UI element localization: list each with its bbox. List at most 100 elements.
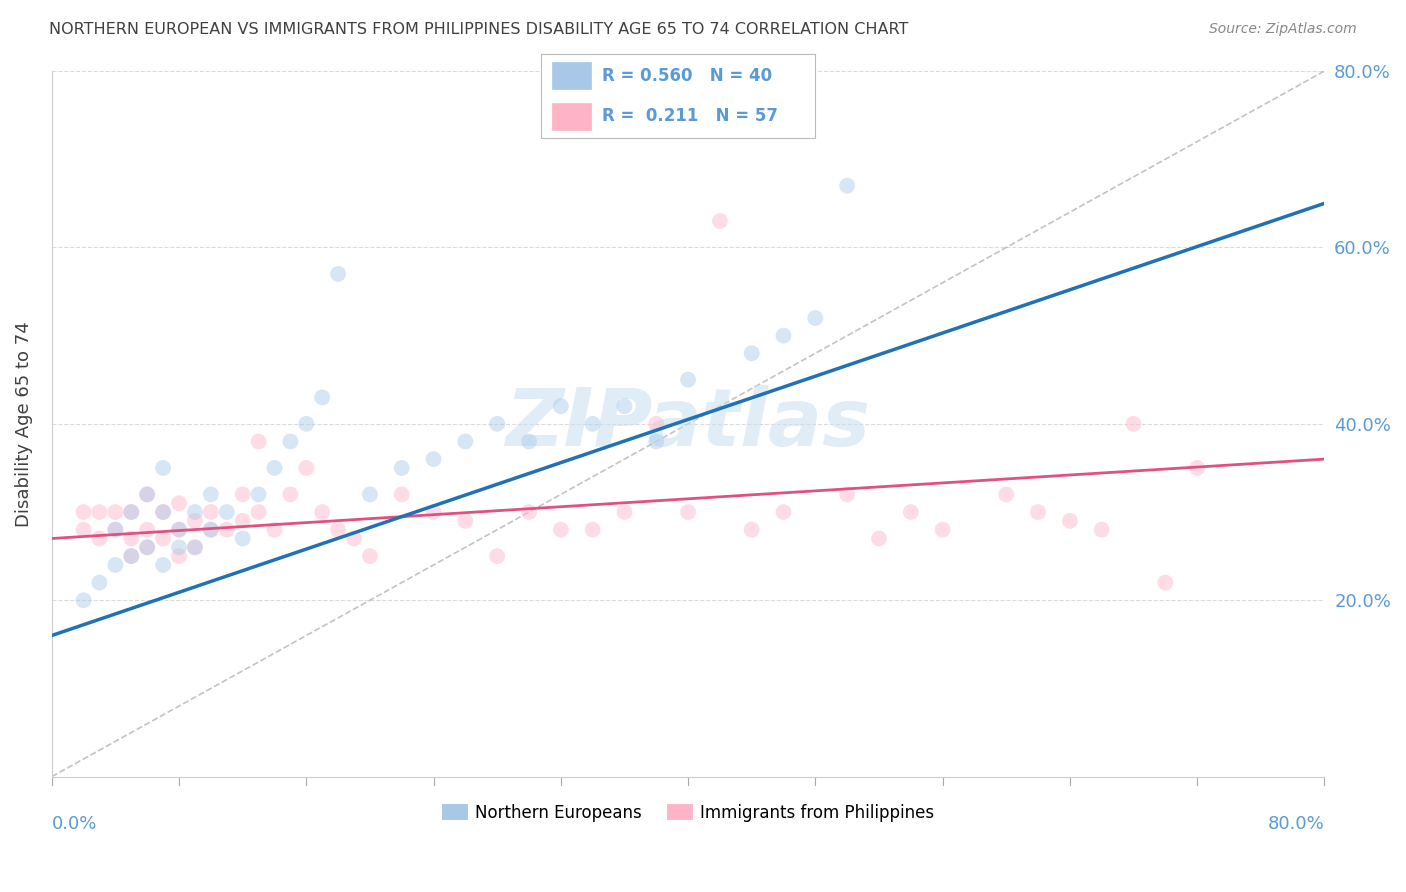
Point: [184, 541, 207, 555]
Point: [391, 487, 413, 501]
Point: [1026, 505, 1049, 519]
Point: [676, 373, 699, 387]
Point: [1185, 461, 1208, 475]
Point: [422, 505, 444, 519]
Point: [772, 505, 794, 519]
Point: [120, 505, 142, 519]
Point: [422, 452, 444, 467]
Point: [741, 346, 763, 360]
Text: R =  0.211   N = 57: R = 0.211 N = 57: [602, 107, 778, 125]
Point: [167, 496, 190, 510]
Point: [152, 532, 174, 546]
Point: [837, 178, 859, 193]
Point: [645, 434, 668, 449]
Point: [120, 549, 142, 563]
Point: [72, 505, 94, 519]
Point: [709, 214, 731, 228]
Point: [550, 399, 572, 413]
Text: 0.0%: 0.0%: [52, 815, 97, 833]
Point: [215, 523, 238, 537]
Point: [72, 523, 94, 537]
Point: [136, 541, 159, 555]
Text: ZIPatlas: ZIPatlas: [506, 384, 870, 463]
Bar: [553, 103, 591, 130]
Point: [120, 532, 142, 546]
Point: [359, 487, 381, 501]
Point: [167, 541, 190, 555]
Point: [136, 541, 159, 555]
Point: [900, 505, 922, 519]
Point: [804, 311, 827, 326]
Point: [581, 417, 603, 431]
Point: [89, 532, 111, 546]
Point: [120, 505, 142, 519]
Point: [613, 399, 636, 413]
Point: [120, 549, 142, 563]
Point: [645, 417, 668, 431]
Point: [280, 434, 302, 449]
Point: [232, 487, 254, 501]
Point: [391, 461, 413, 475]
Point: [215, 505, 238, 519]
Point: [359, 549, 381, 563]
Point: [232, 514, 254, 528]
Point: [247, 487, 270, 501]
Point: [104, 523, 127, 537]
Point: [184, 541, 207, 555]
Point: [295, 417, 318, 431]
Point: [72, 593, 94, 607]
Point: [152, 461, 174, 475]
Point: [931, 523, 953, 537]
Point: [517, 505, 540, 519]
Point: [311, 505, 333, 519]
Point: [326, 267, 349, 281]
Point: [772, 328, 794, 343]
Point: [613, 505, 636, 519]
Y-axis label: Disability Age 65 to 74: Disability Age 65 to 74: [15, 321, 32, 526]
Point: [517, 434, 540, 449]
Point: [167, 549, 190, 563]
Point: [136, 487, 159, 501]
Point: [152, 558, 174, 572]
Point: [581, 523, 603, 537]
Text: R = 0.560   N = 40: R = 0.560 N = 40: [602, 67, 772, 85]
Point: [104, 558, 127, 572]
Point: [247, 505, 270, 519]
Point: [311, 390, 333, 404]
Point: [247, 434, 270, 449]
Point: [343, 532, 366, 546]
Point: [104, 523, 127, 537]
Point: [454, 514, 477, 528]
Point: [167, 523, 190, 537]
Point: [295, 461, 318, 475]
Text: NORTHERN EUROPEAN VS IMMIGRANTS FROM PHILIPPINES DISABILITY AGE 65 TO 74 CORRELA: NORTHERN EUROPEAN VS IMMIGRANTS FROM PHI…: [49, 22, 908, 37]
Legend: Northern Europeans, Immigrants from Philippines: Northern Europeans, Immigrants from Phil…: [434, 797, 941, 829]
Point: [89, 505, 111, 519]
Point: [326, 523, 349, 537]
Point: [1059, 514, 1081, 528]
Point: [263, 523, 285, 537]
Point: [200, 523, 222, 537]
Point: [280, 487, 302, 501]
Point: [136, 487, 159, 501]
Point: [184, 505, 207, 519]
Point: [152, 505, 174, 519]
Point: [167, 523, 190, 537]
Point: [486, 549, 509, 563]
Point: [152, 505, 174, 519]
Point: [486, 417, 509, 431]
Point: [200, 505, 222, 519]
Point: [837, 487, 859, 501]
Point: [550, 523, 572, 537]
Point: [200, 523, 222, 537]
Point: [454, 434, 477, 449]
Point: [1122, 417, 1144, 431]
Point: [136, 523, 159, 537]
Point: [263, 461, 285, 475]
Point: [184, 514, 207, 528]
Text: 80.0%: 80.0%: [1268, 815, 1324, 833]
Bar: [553, 62, 591, 89]
Point: [1091, 523, 1114, 537]
Point: [89, 575, 111, 590]
Point: [1154, 575, 1177, 590]
